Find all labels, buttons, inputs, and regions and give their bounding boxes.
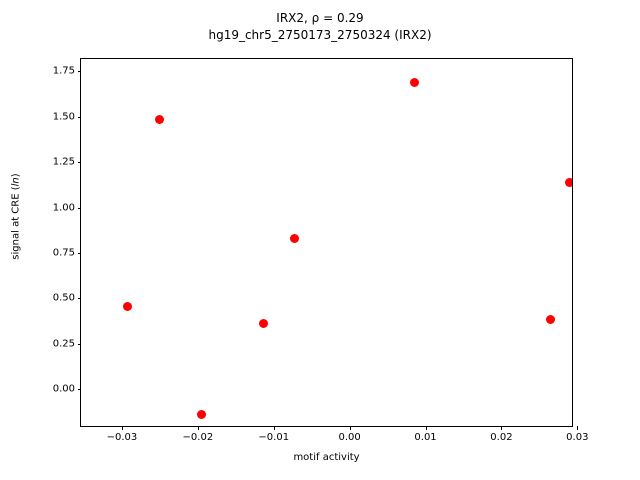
chart-subtitle: hg19_chr5_2750173_2750324 (IRX2) [208,28,432,42]
x-tick-label: 0.00 [338,432,361,443]
x-tick-mark [121,426,123,430]
y-axis-label-italic: ln [10,177,22,187]
data-point [289,234,299,244]
plot-axes: 0.00 0.25 0.50 0.75 1.00 1.25 1.50 1.75 −0.03 −0… [53,58,588,443]
y-axis-label-suffix: ) [10,173,22,178]
y-tick-label: 1.25 [52,156,75,168]
x-axis-label: motif activity [293,452,360,463]
data-point [565,177,572,187]
x-tick-label: 0.03 [566,432,589,443]
x-tick-label: 0.02 [490,432,513,443]
x-tick-label: −0.01 [258,432,290,443]
data-point [546,314,556,324]
y-axis-label: signal at CRE (ln) [11,97,22,337]
x-tick-label: 0.01 [414,432,437,443]
x-tick-mark [577,426,579,430]
x-tick-mark [425,426,427,430]
y-tick-mark [77,343,81,345]
data-point [197,410,207,420]
y-axis-label-prefix: signal at CRE ( [10,186,22,260]
data-point [259,318,269,328]
y-tick-label: 0.50 [52,292,75,304]
plot-data-area [81,59,572,426]
y-tick-label: 1.50 [52,111,75,123]
y-tick-label: 0.00 [52,383,75,395]
y-tick-mark [77,71,81,73]
y-tick-label: 0.25 [52,338,75,350]
x-tick-mark [349,426,351,430]
x-tick-label: −0.03 [106,432,138,443]
y-tick-mark [77,298,81,300]
y-tick-mark [77,389,81,391]
x-tick-mark [273,426,275,430]
y-tick-mark [77,162,81,164]
y-tick-label: 0.75 [52,247,75,259]
y-tick-label: 1.75 [52,65,75,77]
y-tick-mark [77,207,81,209]
y-tick-label: 1.00 [52,202,75,214]
data-point [410,77,420,87]
y-tick-mark [77,252,81,254]
data-point [154,115,164,125]
data-point [122,301,132,311]
y-tick-mark [77,116,81,118]
x-tick-mark [501,426,503,430]
chart-title: IRX2, ρ = 0.29 [276,11,364,25]
x-tick-label: −0.02 [182,432,214,443]
x-tick-mark [197,426,199,430]
title-block: IRX2, ρ = 0.29 hg19_chr5_2750173_2750324… [0,10,640,44]
